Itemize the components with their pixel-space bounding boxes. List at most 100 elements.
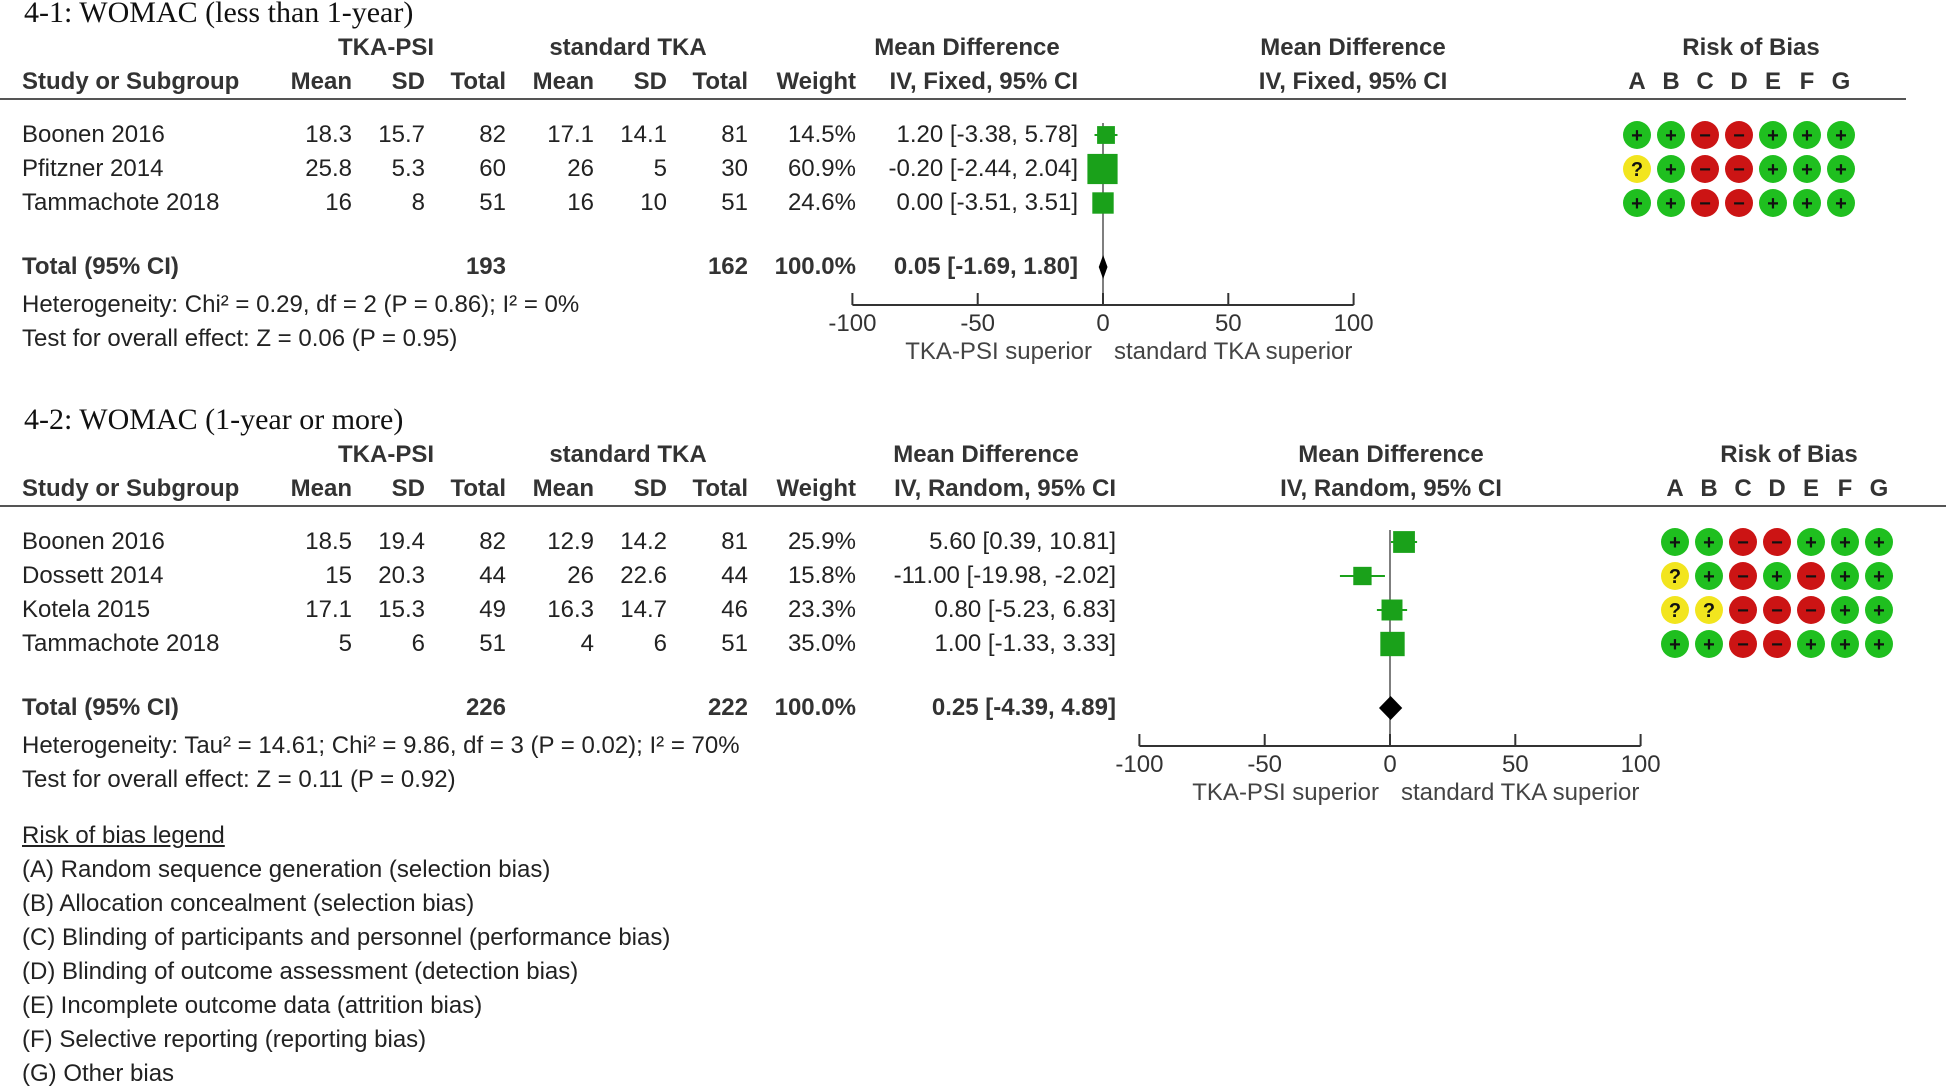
rob-col-letter: G bbox=[1831, 68, 1851, 95]
rob-legend-title: Risk of bias legend bbox=[22, 822, 225, 849]
ctl-total: 30 bbox=[721, 155, 748, 182]
rob-dot bbox=[1695, 528, 1723, 556]
total-label: Total (95% CI) bbox=[22, 253, 179, 280]
ctl-mean: 12.9 bbox=[547, 528, 594, 555]
rob-dot bbox=[1831, 562, 1859, 590]
section-title: 4-1: WOMAC (less than 1-year) bbox=[24, 0, 414, 29]
col-header-exp-total: Total bbox=[450, 68, 506, 95]
study-name: Boonen 2016 bbox=[22, 121, 165, 148]
rob-dot bbox=[1797, 596, 1825, 624]
rob-col-letter: G bbox=[1869, 475, 1889, 502]
rob-symbol: + bbox=[1805, 634, 1817, 656]
rob-symbol: − bbox=[1805, 566, 1817, 588]
rob-dot bbox=[1797, 562, 1825, 590]
rob-col-letter: F bbox=[1799, 68, 1815, 95]
x-tick-label: -50 bbox=[1247, 751, 1282, 778]
rob-dot bbox=[1695, 596, 1723, 624]
ctl-total: 46 bbox=[721, 596, 748, 623]
rob-symbol: + bbox=[1665, 159, 1677, 181]
rob-dot bbox=[1827, 121, 1855, 149]
rob-symbol: ? bbox=[1669, 600, 1681, 622]
col-header-ctl-total: Total bbox=[692, 475, 748, 502]
col-header-exp-mean: Mean bbox=[290, 475, 352, 502]
favours-right-label: standard TKA superior bbox=[1114, 338, 1352, 365]
total-md-ci: 0.25 [-4.39, 4.89] bbox=[931, 694, 1116, 721]
exp-mean: 15 bbox=[325, 562, 352, 589]
ctl-sd: 22.6 bbox=[620, 562, 667, 589]
rob-dot bbox=[1793, 189, 1821, 217]
rob-dot bbox=[1695, 562, 1723, 590]
x-tick-label: 0 bbox=[1383, 751, 1396, 778]
rob-symbol: − bbox=[1733, 159, 1745, 181]
study-name: Kotela 2015 bbox=[22, 596, 151, 623]
md-column-header: Mean Difference bbox=[874, 34, 1060, 61]
rob-dot bbox=[1827, 189, 1855, 217]
plot-header-line2: IV, Fixed, 95% CI bbox=[1258, 68, 1448, 95]
rob-symbol: ? bbox=[1703, 600, 1715, 622]
rob-dot bbox=[1691, 121, 1719, 149]
rob-col-letter: E bbox=[1802, 475, 1819, 502]
study-name: Tammachote 2018 bbox=[22, 189, 220, 216]
rob-symbol: − bbox=[1733, 125, 1745, 147]
group-header-experimental: TKA-PSI bbox=[338, 441, 434, 468]
col-header-study: Study or Subgroup bbox=[22, 475, 240, 502]
rob-col-letter: C bbox=[1696, 68, 1714, 95]
rob-symbol: − bbox=[1737, 566, 1749, 588]
rob-legend-item-a: (A) Random sequence generation (selectio… bbox=[22, 856, 551, 883]
exp-total: 82 bbox=[479, 528, 506, 555]
group-header-experimental: TKA-PSI bbox=[338, 34, 434, 61]
exp-sd: 8 bbox=[411, 189, 425, 216]
plot-header-line2: IV, Random, 95% CI bbox=[1280, 475, 1502, 502]
plot-header-line1: Mean Difference bbox=[1298, 441, 1484, 468]
ctl-sd: 10 bbox=[640, 189, 667, 216]
x-tick-label: 100 bbox=[1621, 751, 1661, 778]
rob-dot bbox=[1729, 562, 1757, 590]
header-rule bbox=[0, 98, 1906, 100]
ctl-mean: 4 bbox=[580, 630, 594, 657]
exp-total: 82 bbox=[479, 121, 506, 148]
exp-sd: 6 bbox=[411, 630, 425, 657]
rob-dot bbox=[1865, 596, 1893, 624]
study-name: Pfitzner 2014 bbox=[22, 155, 164, 182]
exp-total: 49 bbox=[479, 596, 506, 623]
rob-symbol: ? bbox=[1631, 159, 1643, 181]
rob-symbol: + bbox=[1839, 532, 1851, 554]
rob-col-letter: D bbox=[1730, 68, 1748, 95]
rob-dot bbox=[1831, 630, 1859, 658]
study-marker bbox=[1381, 599, 1403, 621]
study-md-ci: 5.60 [0.39, 10.81] bbox=[929, 528, 1116, 555]
rob-symbol: + bbox=[1801, 193, 1813, 215]
ctl-mean: 16.3 bbox=[547, 596, 594, 623]
rob-col-letter: A bbox=[1666, 475, 1684, 502]
rob-dot bbox=[1759, 121, 1787, 149]
section-title: 4-2: WOMAC (1-year or more) bbox=[24, 403, 404, 436]
x-tick-label: 0 bbox=[1096, 310, 1109, 337]
rob-dot bbox=[1865, 630, 1893, 658]
rob-dot bbox=[1623, 155, 1651, 183]
group-header-control: standard TKA bbox=[549, 34, 707, 61]
study-marker bbox=[1097, 126, 1115, 144]
study-weight: 24.6% bbox=[787, 189, 856, 216]
study-weight: 25.9% bbox=[787, 528, 856, 555]
total-diamond bbox=[1098, 255, 1108, 279]
col-header-exp-sd: SD bbox=[391, 475, 425, 502]
rob-dot bbox=[1657, 189, 1685, 217]
rob-col-letter: A bbox=[1628, 68, 1646, 95]
ctl-mean: 26 bbox=[567, 155, 594, 182]
ctl-mean: 17.1 bbox=[547, 121, 594, 148]
total-ctl: 162 bbox=[707, 253, 748, 280]
study-md-ci: 0.00 [-3.51, 3.51] bbox=[896, 189, 1078, 216]
rob-symbol: + bbox=[1703, 532, 1715, 554]
rob-dot bbox=[1661, 528, 1689, 556]
rob-symbol: + bbox=[1835, 193, 1847, 215]
rob-symbol: − bbox=[1771, 600, 1783, 622]
total-exp: 193 bbox=[465, 253, 506, 280]
rob-dot bbox=[1763, 528, 1791, 556]
ctl-sd: 14.2 bbox=[620, 528, 667, 555]
col-header-md-ci: IV, Random, 95% CI bbox=[894, 475, 1116, 502]
rob-symbol: − bbox=[1699, 125, 1711, 147]
study-name: Dossett 2014 bbox=[22, 562, 164, 589]
col-header-exp-total: Total bbox=[450, 475, 506, 502]
exp-total: 60 bbox=[479, 155, 506, 182]
rob-symbol: + bbox=[1801, 125, 1813, 147]
